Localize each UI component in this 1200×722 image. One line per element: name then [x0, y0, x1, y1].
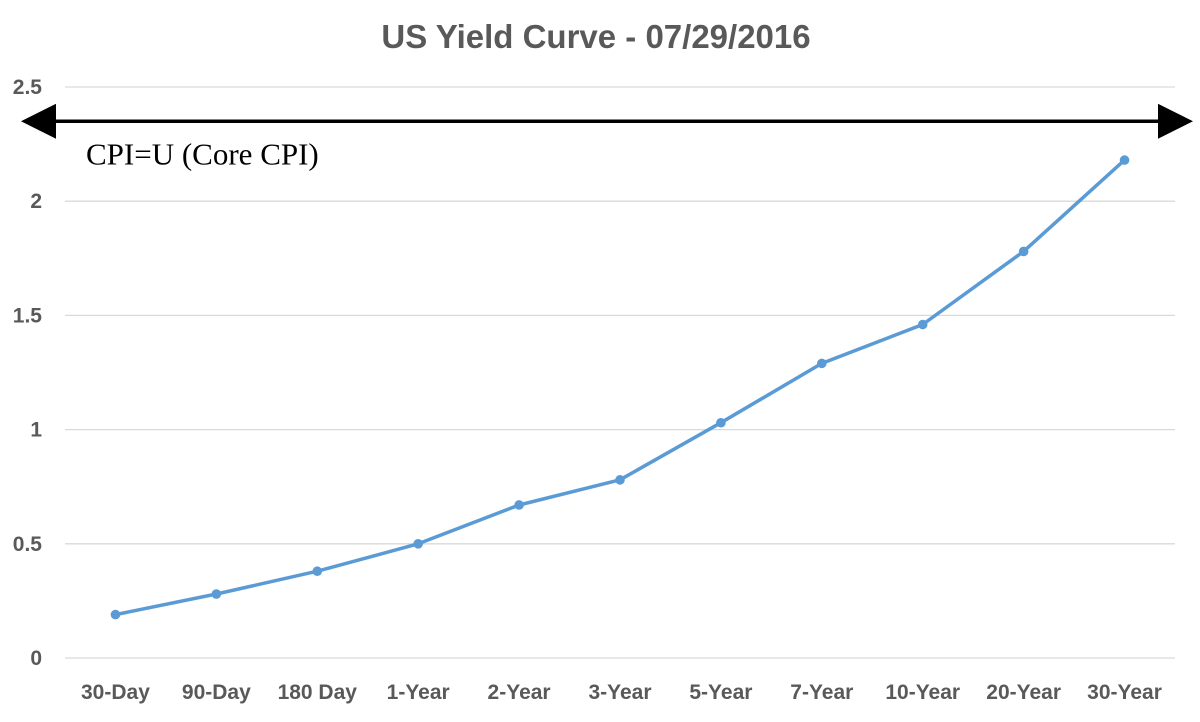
- x-tick-label: 2-Year: [488, 681, 551, 704]
- cpi-annotation: CPI=U (Core CPI): [21, 103, 1193, 171]
- x-tick-label: 90-Day: [182, 681, 251, 704]
- x-tick-label: 3-Year: [588, 681, 651, 704]
- x-tick-label: 10-Year: [885, 681, 960, 704]
- data-point: [917, 319, 928, 330]
- y-tick-label: 0: [30, 647, 42, 670]
- y-tick-label: 2.5: [13, 76, 43, 99]
- y-tick-label: 2: [30, 190, 42, 213]
- y-tick-label: 1.5: [13, 304, 43, 327]
- x-tick-label: 30-Day: [81, 681, 150, 704]
- x-tick-label: 180 Day: [278, 681, 358, 704]
- data-point: [716, 417, 726, 428]
- y-tick-label: 0.5: [13, 533, 43, 556]
- x-tick-label: 7-Year: [790, 681, 853, 704]
- data-point: [817, 358, 827, 369]
- gridlines: [65, 86, 1175, 659]
- series-layer: [110, 155, 1130, 620]
- cpi-annotation-label: CPI=U (Core CPI): [86, 136, 319, 171]
- data-point: [1018, 246, 1029, 257]
- data-point: [413, 539, 423, 549]
- data-point: [211, 589, 222, 599]
- x-tick-label: 20-Year: [986, 681, 1061, 704]
- series-line: [113, 158, 1127, 617]
- x-tick-label: 1-Year: [387, 681, 450, 704]
- data-point: [514, 500, 524, 510]
- x-axis-ticks: 30-Day 90-Day 180 Day 1-Year 2-Year 3-Year 5-Y…: [81, 681, 1162, 704]
- y-axis-ticks: 0 0.5 1 1.5 2 2.5: [13, 76, 43, 670]
- data-point: [1119, 155, 1130, 165]
- x-tick-label: 30-Year: [1087, 681, 1162, 704]
- x-tick-label: 5-Year: [689, 681, 752, 704]
- data-point: [110, 609, 121, 620]
- data-point: [615, 475, 625, 485]
- data-point: [312, 566, 323, 577]
- y-tick-label: 1: [30, 419, 42, 442]
- chart-title: US Yield Curve - 07/29/2016: [381, 18, 810, 55]
